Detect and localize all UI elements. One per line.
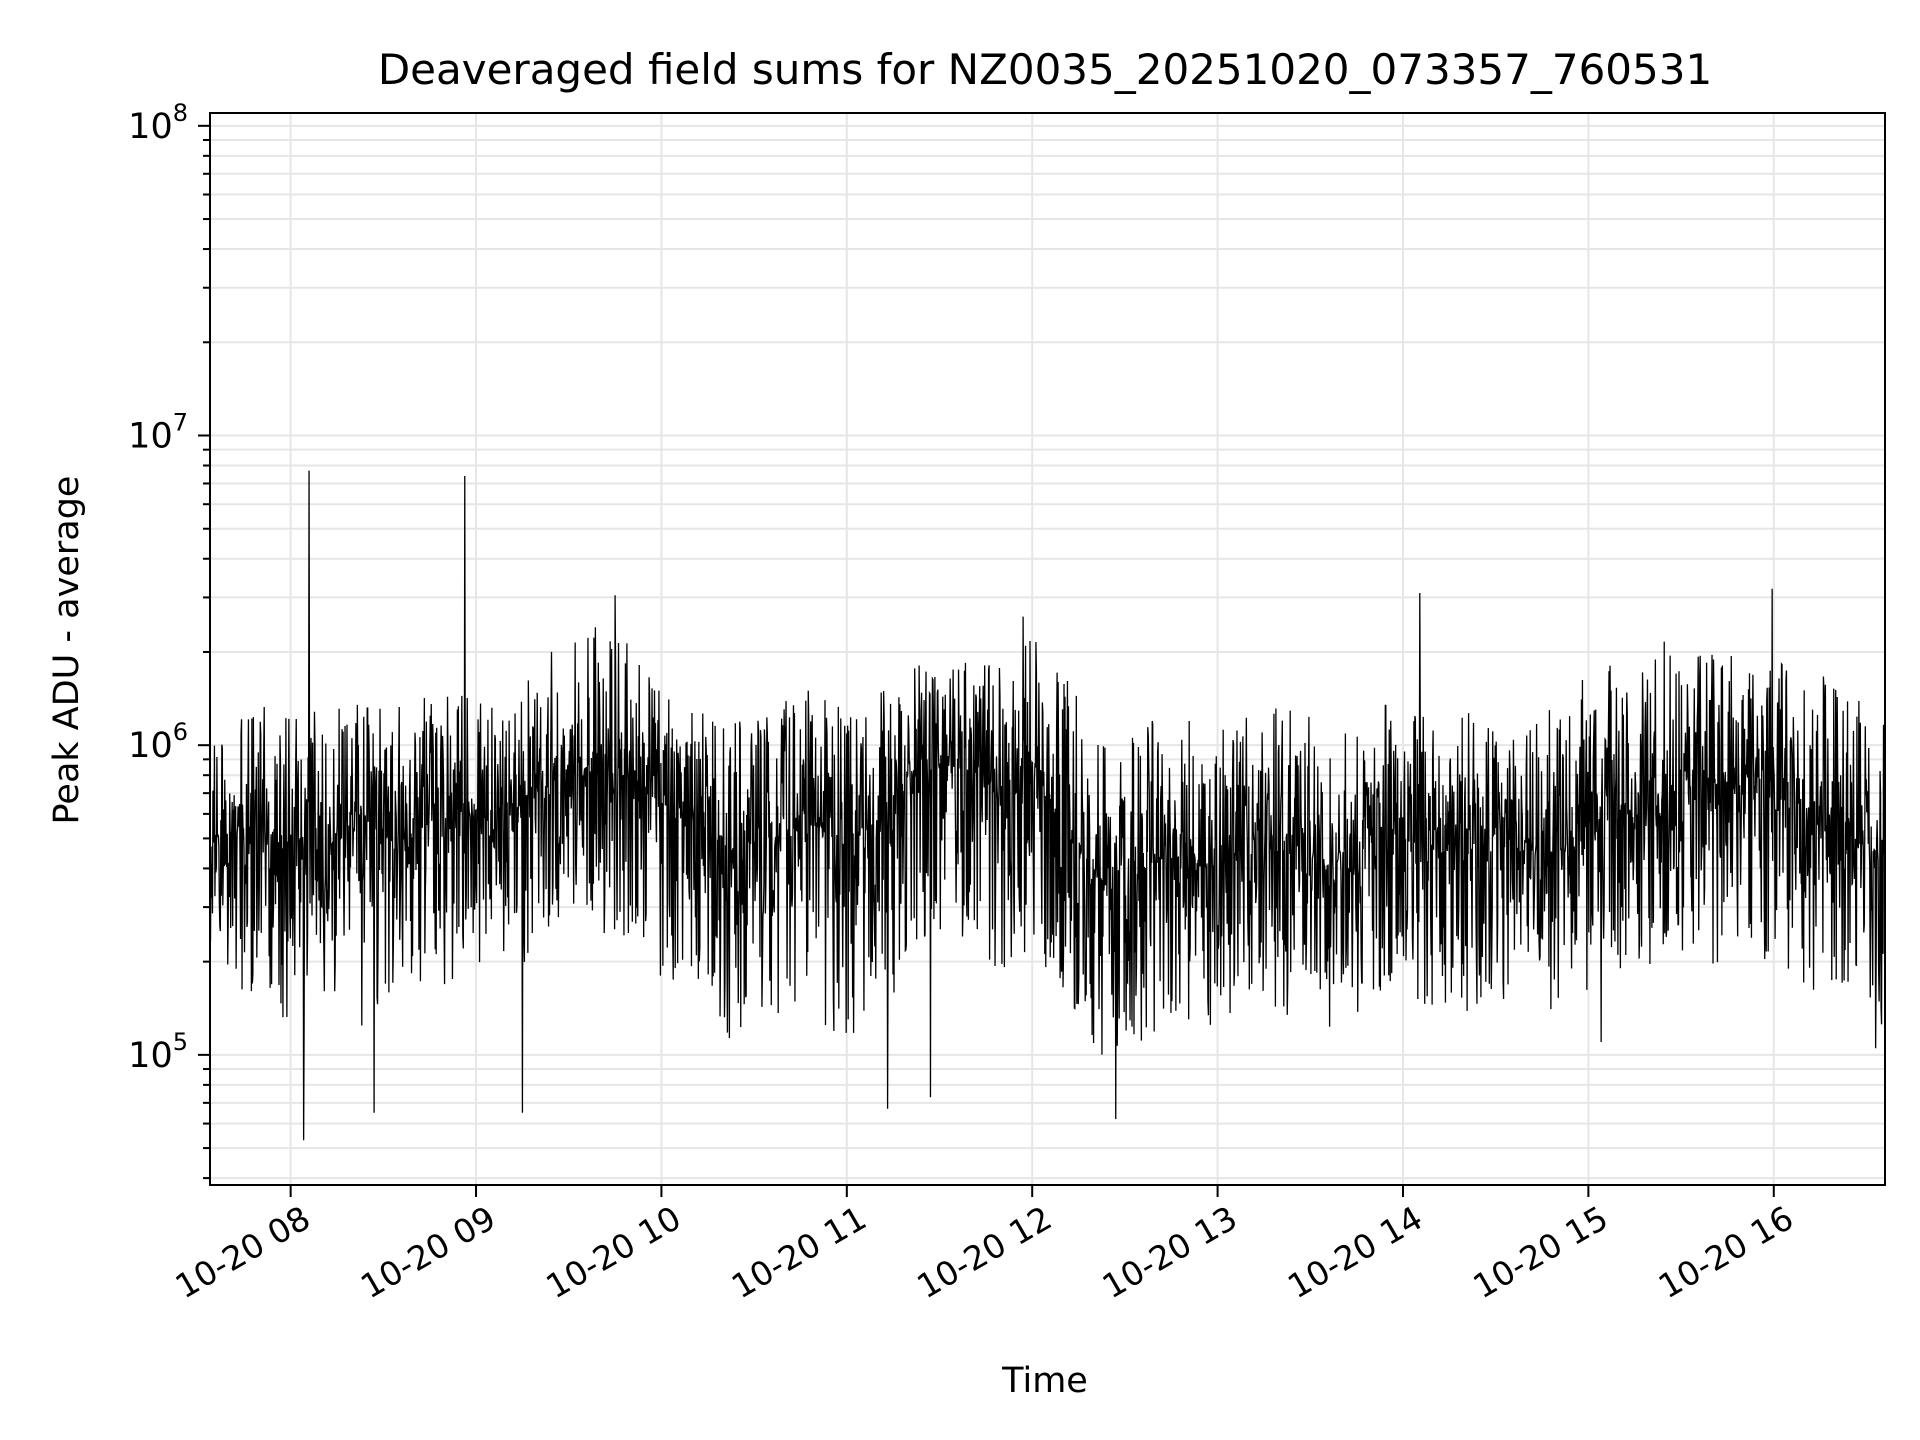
y-tick-label-base: 10	[128, 107, 173, 147]
grid	[210, 113, 1885, 1185]
y-tick-label-exponent: 7	[173, 409, 188, 437]
y-tick-label-exponent: 8	[173, 99, 188, 127]
y-tick-label: 105	[128, 1028, 188, 1076]
y-tick-label: 106	[128, 718, 188, 766]
data-series	[210, 470, 1885, 1141]
x-tick-label: 10-20 12	[910, 1198, 1058, 1306]
x-tick-label: 10-20 14	[1281, 1198, 1429, 1306]
y-axis-label: Peak ADU - average	[47, 476, 87, 825]
chart-title: Deaveraged field sums for NZ0035_2025102…	[378, 45, 1712, 94]
plot-frame	[209, 112, 1886, 1186]
x-tick-label: 10-20 15	[1466, 1198, 1614, 1306]
x-tick-label: 10-20 16	[1652, 1198, 1800, 1306]
y-tick-label-exponent: 6	[173, 718, 188, 746]
x-tick-label: 10-20 11	[725, 1198, 873, 1306]
y-tick-label-base: 10	[128, 417, 173, 457]
y-tick-label-exponent: 5	[173, 1028, 188, 1056]
series-line	[210, 470, 1885, 1141]
y-tick-label: 107	[128, 409, 188, 457]
y-tick-label: 108	[128, 99, 188, 147]
x-tick-label: 10-20 09	[354, 1198, 502, 1306]
x-tick-label: 10-20 10	[539, 1198, 687, 1306]
y-tick-label-base: 10	[128, 726, 173, 766]
x-axis-label: Time	[1001, 1361, 1088, 1401]
x-tick-label: 10-20 13	[1096, 1198, 1244, 1306]
y-tick-label-base: 10	[128, 1036, 173, 1076]
x-tick-label: 10-20 08	[169, 1198, 317, 1306]
